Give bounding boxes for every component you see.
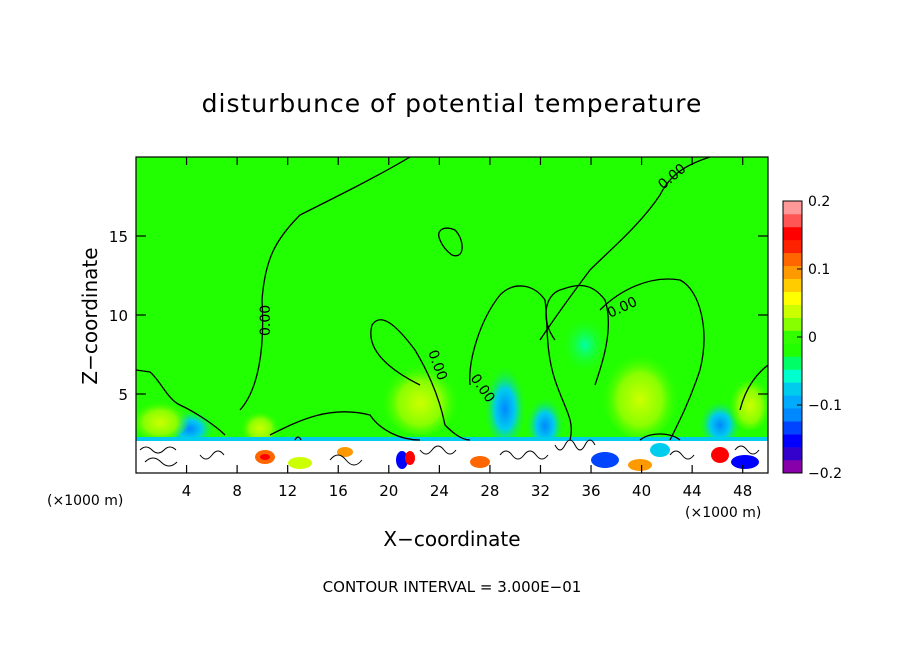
y-tick-label: 5 <box>118 386 128 404</box>
contour-label: 0.00 <box>258 305 274 336</box>
colorbar-band <box>783 447 802 461</box>
colorbar-band <box>783 265 802 280</box>
colorbar-band <box>783 330 802 344</box>
colorbar-band <box>783 317 802 331</box>
x-tick-label: 4 <box>182 482 192 500</box>
colorbar-tick-label: −0.1 <box>808 398 842 414</box>
y-axis: 5 10 15 <box>109 228 768 404</box>
x-axis: 4 8 12 16 20 24 28 32 36 40 44 48 <box>182 157 752 500</box>
colorbar-band <box>783 239 802 254</box>
x-tick-label: 44 <box>683 482 702 500</box>
x-tick-label: 40 <box>632 482 651 500</box>
x-unit-left: (×1000 m) <box>47 493 123 509</box>
x-unit-right: (×1000 m) <box>685 505 761 521</box>
x-axis-label: X−coordinate <box>383 527 520 551</box>
x-tick-label: 36 <box>581 482 600 500</box>
plot-area: 0.00 0.00 0.00 0.00 0.00 <box>136 157 768 473</box>
y-axis-label: Z−coordinate <box>78 247 102 384</box>
y-tick-label: 10 <box>109 307 128 325</box>
x-tick-label: 12 <box>278 482 297 500</box>
colorbar-band <box>783 421 802 435</box>
colorbar-band <box>783 395 802 409</box>
colorbar-tick-label: −0.2 <box>808 466 842 482</box>
x-tick-label: 48 <box>733 482 752 500</box>
colorbar-band <box>783 356 802 370</box>
contour-interval-note: CONTOUR INTERVAL = 3.000E−01 <box>323 578 582 596</box>
colorbar-tick-label: 0.1 <box>808 262 830 278</box>
colorbar-band <box>783 408 802 422</box>
colorbar: 0.2 0.1 0 −0.1 −0.2 <box>782 194 842 482</box>
colorbar-band <box>783 201 802 215</box>
contour-lines <box>136 157 768 441</box>
bottom-noise <box>139 439 760 471</box>
x-tick-label: 20 <box>379 482 398 500</box>
colorbar-band <box>783 291 802 305</box>
colorbar-band <box>783 278 802 292</box>
colorbar-band <box>783 382 802 396</box>
colorbar-band <box>783 460 802 474</box>
colorbar-band <box>783 369 802 383</box>
colorbar-band <box>783 304 802 318</box>
colorbar-band <box>783 213 802 228</box>
colorbar-tick-label: 0 <box>808 330 817 346</box>
colorbar-band <box>783 434 802 448</box>
colorbar-tick-label: 0.2 <box>808 194 830 210</box>
x-tick-label: 16 <box>329 482 348 500</box>
x-tick-label: 28 <box>480 482 499 500</box>
x-tick-label: 32 <box>531 482 550 500</box>
y-tick-label: 15 <box>109 228 128 246</box>
x-tick-label: 8 <box>232 482 242 500</box>
chart-title: disturbunce of potential temperature <box>202 89 703 118</box>
colorbar-band <box>783 343 802 357</box>
colorbar-band <box>783 252 802 267</box>
x-tick-label: 24 <box>430 482 449 500</box>
colorbar-band <box>783 226 802 241</box>
